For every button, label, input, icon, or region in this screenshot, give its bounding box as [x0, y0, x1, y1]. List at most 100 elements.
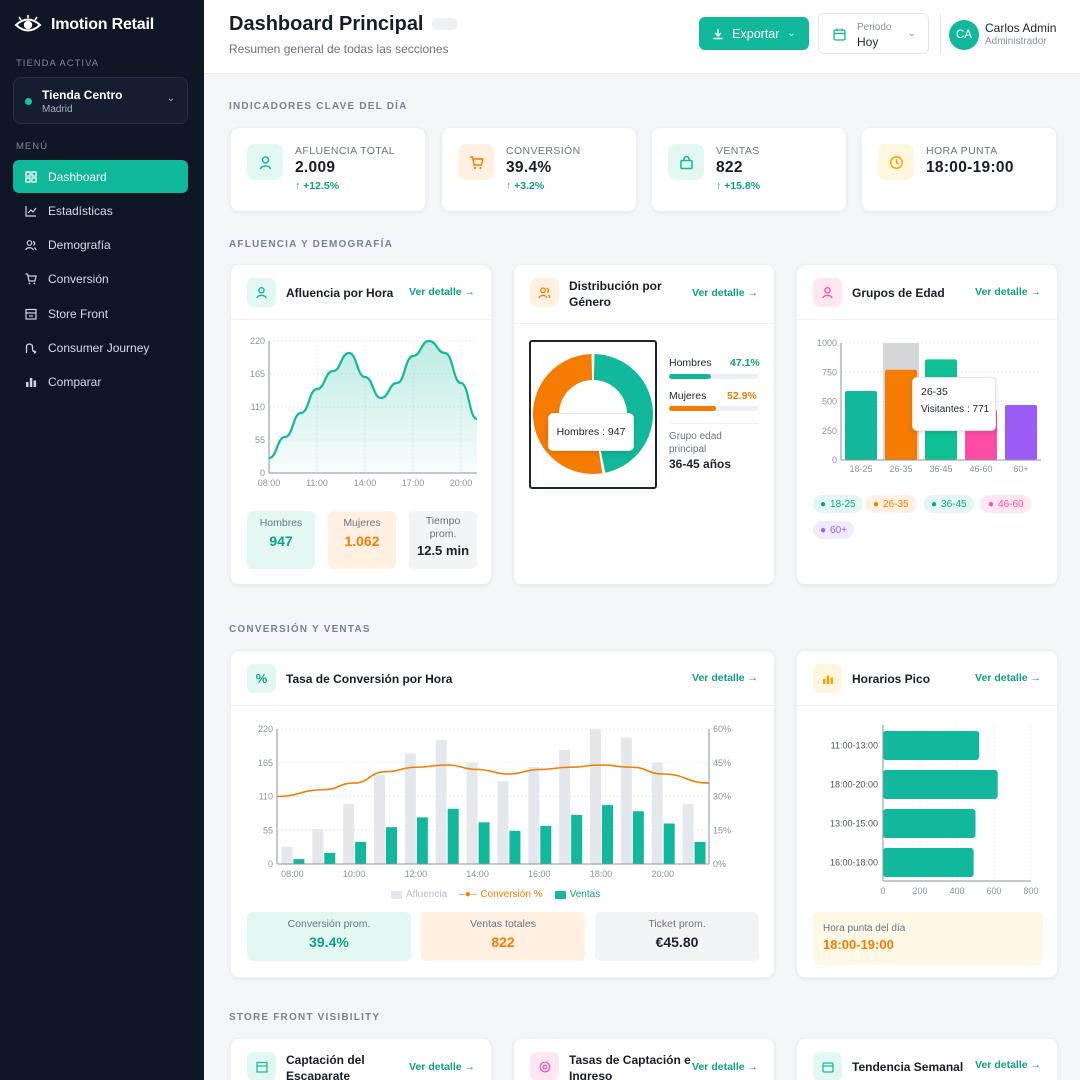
- legend-label: 26-35: [883, 498, 909, 510]
- conversion-line: [276, 764, 710, 798]
- x-tick-label: 20:00: [651, 869, 674, 879]
- top-bar: Dashboard Principal Resumen general de t…: [204, 0, 1080, 74]
- legend-pill[interactable]: ● 46-60: [981, 495, 1031, 513]
- gender-pct: 52.9%: [727, 390, 757, 402]
- sidebar-item-consumer-journey[interactable]: Consumer Journey: [13, 331, 188, 364]
- ventas-bar: [416, 817, 428, 864]
- x-tick-label: 12:00: [405, 869, 428, 879]
- sidebar-item-dashboard[interactable]: Dashboard: [13, 160, 188, 193]
- stat-conversion-prom: Conversión prom. 39.4%: [247, 912, 411, 961]
- kpi-delta: ↑ +15.8%: [716, 180, 761, 192]
- y-tick-label: 18:00-20:00: [830, 780, 878, 790]
- store-status-dot: [25, 98, 32, 105]
- card-title: Tasas de Captación e Ingreso: [569, 1053, 691, 1080]
- sidebar-item-conversion[interactable]: Conversión: [13, 263, 188, 296]
- sidebar: Imotion Retail TIENDA ACTIVA Tienda Cent…: [0, 0, 204, 1080]
- ver-detalle-link[interactable]: Ver detalle →: [409, 1061, 475, 1073]
- y2-tick-label: 45%: [713, 758, 731, 768]
- card-divider: [231, 705, 774, 706]
- y-tick-label: 16:00-18:00: [830, 858, 878, 868]
- peak-hour-box: Hora punta del día 18:00-19:00: [813, 912, 1043, 965]
- y-tick-label: 220: [250, 336, 265, 346]
- sidebar-item-store-front[interactable]: Store Front: [13, 297, 188, 330]
- kpi-card-conversion[interactable]: CONVERSIÓN 39.4% ↑ +3.2%: [441, 127, 637, 212]
- sidebar-item-label: Dashboard: [48, 169, 107, 184]
- stat-label: Ticket prom.: [648, 918, 706, 930]
- ver-detalle-link[interactable]: Ver detalle →: [692, 287, 758, 299]
- sidebar-item-estadisticas[interactable]: Estadísticas: [13, 194, 188, 227]
- ventas-bar: [478, 822, 490, 864]
- x-tick-label: 18-25: [849, 464, 872, 474]
- stat-label: Hombres: [259, 517, 303, 529]
- card-divider: [797, 705, 1057, 706]
- x-tick-label: 60+: [1013, 464, 1028, 474]
- kpi-card-ventas[interactable]: VENTAS 822 ↑ +15.8%: [651, 127, 847, 212]
- y2-tick-label: 0%: [713, 859, 726, 869]
- kpi-value: 18:00-19:00: [926, 159, 1014, 176]
- period-selector[interactable]: Periodo Hoy ⌄: [818, 13, 929, 54]
- kpi-value: 2.009: [295, 159, 336, 176]
- conversion-card: % Tasa de Conversión por Hora Ver detall…: [230, 650, 775, 978]
- sidebar-item-label: Comparar: [48, 375, 102, 390]
- page-title: Dashboard Principal: [229, 13, 424, 35]
- x-tick-label: 400: [949, 886, 964, 896]
- store-selector[interactable]: Tienda Centro Madrid ⌄: [13, 77, 188, 124]
- horarios-card: Horarios Pico Ver detalle → 0 200 400 600 80…: [796, 650, 1058, 978]
- card-title: Tasa de Conversión por Hora: [286, 672, 453, 686]
- card-divider: [797, 319, 1057, 320]
- group-label: Grupo edad principal: [669, 431, 722, 455]
- sidebar-item-label: Store Front: [48, 306, 109, 321]
- x-tick-label: 18:00: [590, 869, 613, 879]
- tendencia-semanal-card: Tendencia Semanal Ver detalle →: [796, 1038, 1058, 1080]
- section-label-kpi: INDICADORES CLAVE DEL DÍA: [229, 101, 408, 112]
- avatar[interactable]: CA: [949, 20, 979, 50]
- legend-item: Ventas: [554, 889, 600, 900]
- export-button[interactable]: Exportar ⌄: [699, 17, 809, 50]
- x-tick-label: 200: [912, 886, 927, 896]
- ventas-bar: [602, 805, 613, 864]
- ver-detalle-link[interactable]: Ver detalle →: [692, 672, 758, 684]
- stat-value: 822: [491, 934, 515, 950]
- stat-mujeres: Mujeres 1.062: [328, 511, 396, 569]
- card-title: Tendencia Semanal: [852, 1060, 964, 1074]
- kpi-delta: ↑ +3.2%: [506, 180, 545, 192]
- sidebar-nav: Dashboard Estadísticas Demografía Conver…: [13, 160, 188, 400]
- legend-pill[interactable]: ● 60+: [813, 521, 855, 539]
- users-icon: [530, 278, 559, 307]
- ver-detalle-link[interactable]: Ver detalle →: [692, 1061, 758, 1073]
- afluencia-bar: [528, 767, 540, 864]
- stat-label: Conversión prom.: [287, 918, 371, 930]
- legend-pill[interactable]: ● 18-25: [813, 495, 863, 513]
- stat-tiempo: Tiempo prom. 12.5 min: [409, 511, 477, 569]
- period-label: Periodo: [857, 22, 892, 33]
- storefront-icon: [24, 307, 37, 320]
- x-tick-label: 17:00: [402, 478, 425, 488]
- legend-pill[interactable]: ● 26-35: [866, 495, 916, 513]
- stat-ticket-prom: Ticket prom. €45.80: [595, 912, 759, 961]
- afluencia-bar: [343, 803, 355, 864]
- store-city: Madrid: [42, 104, 73, 115]
- legend-label: 18-25: [830, 498, 856, 510]
- brand[interactable]: Imotion Retail: [14, 14, 154, 36]
- ventas-bar: [447, 808, 459, 864]
- tasas-captacion-card: Tasas de Captación e Ingreso Ver detalle…: [513, 1038, 775, 1080]
- sidebar-item-comparar[interactable]: Comparar: [13, 366, 188, 399]
- kpi-card-afluencia[interactable]: AFLUENCIA TOTAL 2.009 ↑ +12.5%: [230, 127, 426, 212]
- x-tick-label: 08:00: [258, 478, 281, 488]
- kpi-card-hora-punta[interactable]: HORA PUNTA 18:00-19:00: [861, 127, 1057, 212]
- ventas-bar: [540, 825, 552, 864]
- menu-section-label: MENÚ: [16, 141, 48, 152]
- sidebar-item-demografia[interactable]: Demografía: [13, 229, 188, 262]
- afluencia-bar: [651, 762, 663, 864]
- ver-detalle-link[interactable]: Ver detalle →: [975, 672, 1041, 684]
- ver-detalle-link[interactable]: Ver detalle →: [975, 1059, 1041, 1071]
- y-tick-label: 11:00-13:00: [831, 741, 878, 751]
- ver-detalle-link[interactable]: Ver detalle →: [975, 286, 1041, 298]
- ventas-bar: [386, 827, 397, 864]
- ver-detalle-link[interactable]: Ver detalle →: [409, 286, 475, 298]
- genero-card: Distribución por Género Ver detalle → Ho…: [513, 264, 775, 585]
- cart-icon: [458, 144, 494, 180]
- legend-pill[interactable]: ● 36-45: [924, 495, 974, 513]
- age-bar: [845, 390, 877, 460]
- afluencia-card: Afluencia por Hora Ver detalle → 0 55 110 1…: [230, 264, 492, 585]
